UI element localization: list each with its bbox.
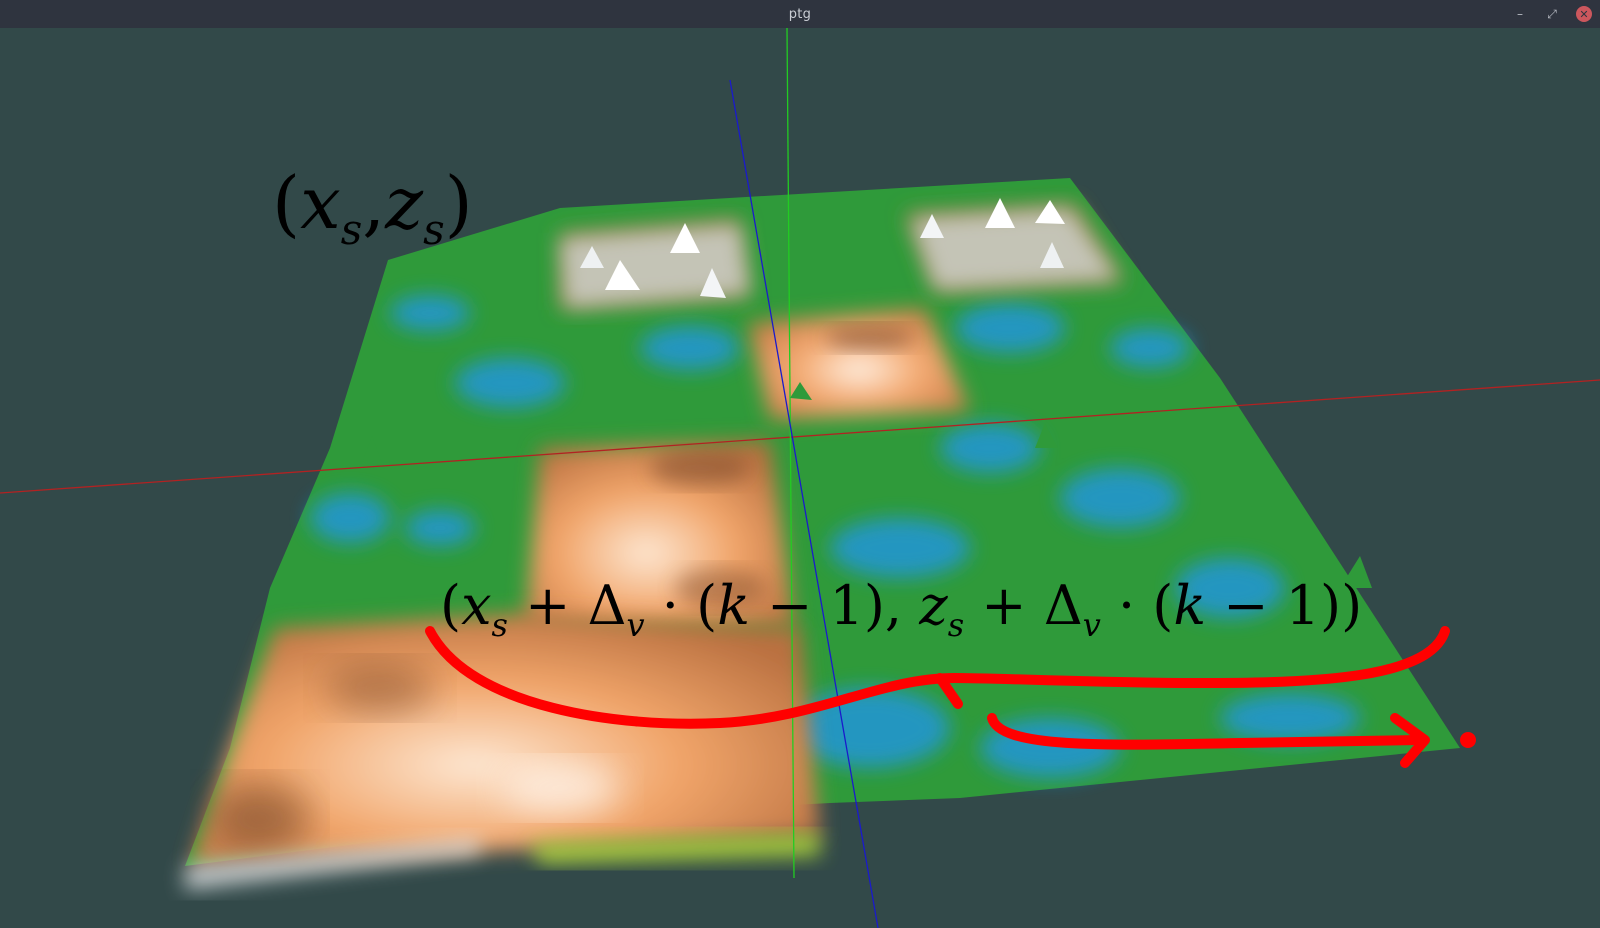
window-controls: – ⤢ ✕ — [1512, 0, 1592, 28]
label-end-coordinates: (xs + Δv · (k − 1), zs + Δv · (k − 1)) — [440, 574, 1362, 644]
close-icon[interactable]: ✕ — [1576, 6, 1592, 22]
grass-edge-strip — [530, 833, 820, 864]
sand-tile-middle — [525, 440, 795, 628]
x-axis-line — [0, 379, 1600, 494]
water-patches — [310, 295, 1360, 778]
arrow-head-stroke — [1390, 713, 1430, 768]
grass-peaks — [360, 382, 1372, 588]
window-titlebar: ptg – ⤢ ✕ — [0, 0, 1600, 28]
red-annotation-ink — [425, 626, 1450, 768]
curly-brace-stroke — [425, 626, 1450, 729]
arrow-shaft-stroke — [987, 713, 1425, 750]
y-axis-line — [786, 28, 795, 879]
snow-edge-strip — [185, 838, 480, 890]
z-axis-line — [729, 79, 879, 928]
mountain-tile-2 — [905, 198, 1125, 293]
terrain-scene: (xs,zs) (xs + Δv · (k − 1), zs + Δv · (k… — [0, 28, 1600, 928]
3d-viewport[interactable]: (xs,zs) (xs + Δv · (k − 1), zs + Δv · (k… — [0, 28, 1600, 928]
brace-tip-stroke — [935, 673, 963, 709]
label-start-coordinates: (xs,zs) — [272, 161, 473, 254]
minimize-icon[interactable]: – — [1517, 7, 1523, 21]
sand-tile-bottom — [190, 613, 820, 866]
window-title: ptg — [788, 6, 812, 22]
restore-icon[interactable]: ⤢ — [1547, 6, 1557, 21]
mountain-tile-1 — [560, 218, 750, 310]
end-point-dot — [1460, 732, 1476, 748]
